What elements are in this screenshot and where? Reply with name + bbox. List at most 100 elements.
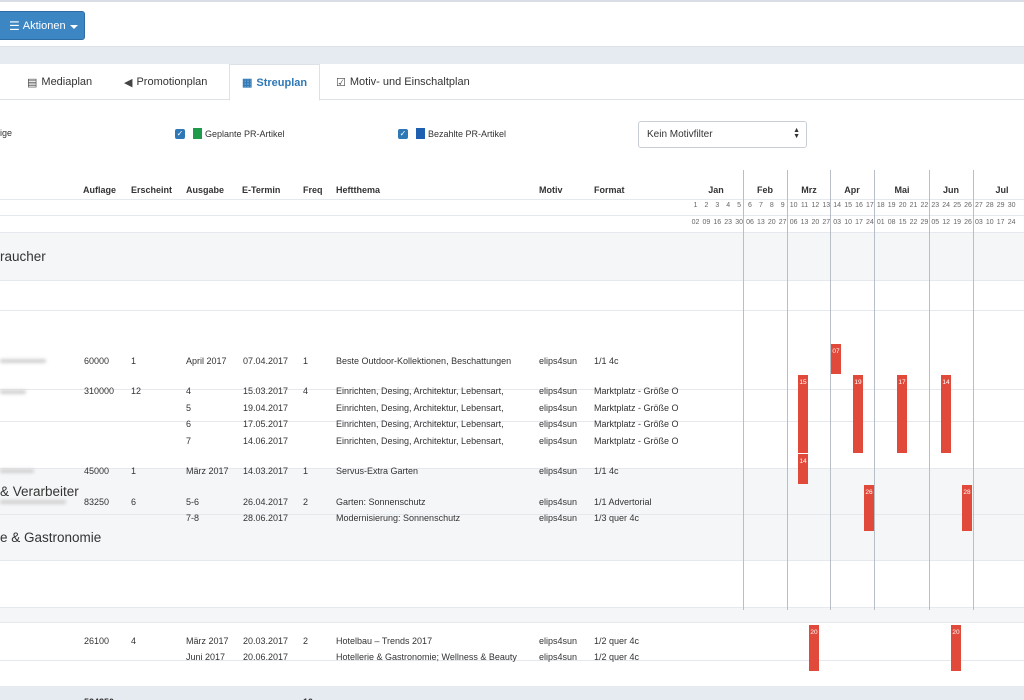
month-jul: Jul [995,185,1009,195]
bar-label: 19 [854,379,862,386]
schedule-bar[interactable]: 20 [951,625,961,671]
group-title: & Verarbeiter [0,484,79,499]
group-title: e & Gastronomie [0,530,102,545]
filter-bar: ige ✓ Geplante PR-Artikel ✓ Bezahlte PR-… [0,121,1024,164]
cell-freq: 2 [303,497,309,507]
week-number: 11 [800,202,809,209]
tab-promotionplan[interactable]: ◀ Promotionplan [124,64,207,100]
month-separator [830,170,831,610]
paid-color-swatch [416,128,425,139]
schedule-bar[interactable]: 20 [809,625,819,671]
paid-pr-checkbox[interactable]: ✓ [398,128,408,139]
row-divider [0,622,1024,623]
group-title: raucher [0,249,46,264]
cell-auflage: 26100 [84,636,110,646]
month-feb: Feb [756,185,773,195]
schedule-bar[interactable]: 14 [798,454,808,484]
cell-auflage: 45000 [84,466,110,476]
cell-ausgabe: 5 [186,403,192,413]
week-date: 13 [756,219,765,226]
motiv-filter-select[interactable]: Kein Motivfilter ▲ ▼ [638,121,807,148]
week-number: 21 [909,202,918,209]
col-etermin[interactable]: E-Termin [242,185,281,195]
cell-freq: 1 [303,466,309,476]
cell-ausgabe: April 2017 [186,356,227,366]
week-number: 28 [985,202,994,209]
week-date: 27 [778,219,787,226]
streuplan-table: Auflage Erscheint Ausgabe E-Termin Freq … [0,168,1024,700]
cell-motiv: elips4sun [539,497,578,507]
cell-erscheint: 1 [131,466,137,476]
row-divider [0,310,1024,311]
col-format[interactable]: Format [594,185,625,195]
col-motiv[interactable]: Motiv [539,185,563,195]
row-divider [0,280,1024,281]
week-date: 23 [724,219,733,226]
tab-mediaplan[interactable]: ▤ Mediaplan [27,64,92,100]
cell-format: 1/1 4c [594,356,619,366]
total-freq: 10 [303,697,313,700]
week-date: 01 [876,219,885,226]
bar-label: 20 [952,629,960,636]
cell-format: Marktplatz - Größe O [594,403,679,413]
table-icon: ▦ [242,77,253,89]
week-date: 02 [691,219,700,226]
cell-etermin: 14.06.2017 [243,436,289,446]
cell-erscheint: 6 [131,497,137,507]
col-heftthema[interactable]: Heftthema [336,185,381,195]
schedule-bar[interactable]: 15 [798,375,808,453]
cell-etermin: 20.06.2017 [243,652,289,662]
cell-heftthema: Einrichten, Desing, Architektur, Lebensa… [336,403,504,413]
cell-heftthema: Servus-Extra Garten [336,466,419,476]
cell-etermin: 28.06.2017 [243,513,289,523]
week-number: 16 [855,202,863,209]
schedule-bar[interactable]: 17 [897,375,907,453]
cell-motiv: elips4sun [539,419,578,429]
cell-auflage: 310000 [84,386,115,396]
cell-format: 1/2 quer 4c [594,636,640,646]
bar-label: 17 [898,379,906,386]
month-separator [874,170,875,610]
col-freq[interactable]: Freq [303,185,323,195]
col-ausgabe[interactable]: Ausgabe [186,185,225,195]
tab-motiv-einschaltplan[interactable]: ☑ Motiv- und Einschaltplan [336,64,470,100]
cell-etermin: 07.04.2017 [243,356,289,366]
cell-format: 1/3 quer 4c [594,513,640,523]
week-number: 17 [865,202,874,209]
week-date: 29 [920,219,929,226]
row-divider [0,607,1024,608]
schedule-bar[interactable]: 28 [962,485,972,531]
week-date: 03 [974,219,983,226]
schedule-bar[interactable]: 07 [831,344,841,374]
week-date: 06 [746,219,754,226]
calendar-check-icon: ☑ [336,76,346,89]
week-number: 18 [876,202,885,209]
schedule-bar[interactable]: 14 [941,375,951,453]
cell-format: 1/2 quer 4c [594,652,640,662]
bar-label: 26 [865,489,873,496]
caret-down-icon [69,24,78,29]
col-auflage[interactable]: Auflage [83,185,117,195]
week-date: 24 [1007,219,1016,226]
week-number: 25 [953,202,961,209]
week-date: 19 [953,219,961,226]
col-erscheint[interactable]: Erscheint [131,185,173,195]
schedule-bar[interactable]: 26 [864,485,874,531]
schedule-bar[interactable]: 19 [853,375,863,453]
cell-motiv: elips4sun [539,356,578,366]
cell-heftthema: Garten: Sonnenschutz [336,497,426,507]
menu-icon: ☰ [9,18,20,33]
week-number: 20 [898,202,907,209]
month-separator [973,170,974,610]
select-arrows-icon: ▲ ▼ [793,127,800,140]
row-divider [0,199,1024,200]
week-number: 29 [996,202,1005,209]
planned-pr-checkbox[interactable]: ✓ [175,128,185,139]
week-date: 17 [855,219,863,226]
month-jan: Jan [708,185,724,195]
week-date: 06 [789,219,798,226]
actions-dropdown-button[interactable]: ☰ Aktionen [0,11,85,40]
month-separator [743,170,744,610]
bar-label: 15 [799,379,807,386]
tab-streuplan[interactable]: ▦ Streuplan [229,64,321,101]
